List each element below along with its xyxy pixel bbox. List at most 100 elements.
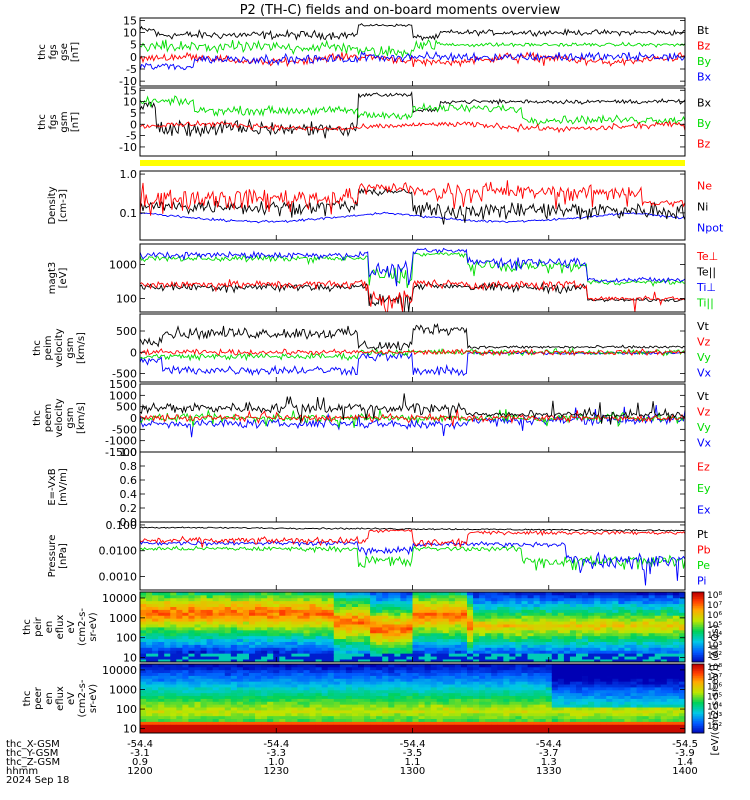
- spectrogram-cell: [515, 695, 522, 699]
- spectrogram-cell: [467, 675, 474, 679]
- spectrogram-cell: [582, 592, 589, 596]
- spectrogram-cell: [321, 603, 329, 607]
- spectrogram-cell: [497, 597, 504, 602]
- spectrogram-cell: [194, 666, 201, 671]
- spectrogram-cell: [503, 730, 510, 734]
- spectrogram-cell: [491, 707, 498, 711]
- spectrogram-cell: [539, 672, 547, 676]
- spectrogram-cell: [303, 629, 310, 634]
- spectrogram-cell: [158, 684, 165, 688]
- spectrogram-cell: [388, 627, 395, 631]
- spectrogram-cell: [509, 724, 516, 728]
- spectrogram-cell: [654, 621, 662, 625]
- spectrogram-cell: [527, 641, 535, 645]
- spectrogram-cell: [382, 635, 389, 640]
- spectrogram-cell: [285, 666, 292, 671]
- spectrogram-cell: [448, 618, 456, 622]
- spectrogram-cell: [261, 675, 268, 679]
- spectrogram-cell: [479, 730, 486, 734]
- spectrogram-cell: [448, 724, 456, 728]
- spectrogram-cell: [279, 684, 286, 688]
- spectrogram-cell: [382, 704, 389, 708]
- spectrogram-cell: [406, 689, 413, 694]
- colorbar-segment: [692, 682, 704, 686]
- spectrogram-cell: [406, 687, 413, 691]
- spectrogram-cell: [182, 632, 189, 637]
- spectrogram-cell: [333, 594, 341, 599]
- spectrogram-cell: [285, 612, 292, 616]
- spectrogram-cell: [303, 681, 310, 685]
- spectrogram-cell: [563, 715, 571, 720]
- spectrogram-cell: [533, 600, 541, 605]
- spectrogram-cell: [563, 675, 571, 679]
- spectrogram-cell: [430, 606, 438, 610]
- spectrogram-cell: [291, 641, 298, 645]
- spectrogram-cell: [267, 612, 274, 616]
- spectrogram-cell: [182, 606, 189, 610]
- spectrogram-cell: [436, 653, 444, 657]
- spectrogram-cell: [164, 721, 171, 725]
- spectrogram-cell: [515, 692, 522, 697]
- spectrogram-cell: [624, 698, 631, 702]
- spectrogram-cell: [158, 730, 165, 734]
- spectrogram-cell: [351, 629, 359, 634]
- spectrogram-cell: [345, 606, 353, 610]
- spectrogram-cell: [249, 629, 256, 634]
- y-tick-label: 10: [123, 652, 137, 665]
- colorbar-segment: [692, 696, 704, 699]
- spectrogram-cell: [418, 701, 426, 705]
- spectrogram-cell: [297, 638, 304, 642]
- spectrogram-cell: [394, 612, 401, 616]
- spectrogram-cell: [218, 689, 226, 694]
- spectrogram-cell: [218, 629, 226, 634]
- spectrogram-cell: [351, 635, 359, 640]
- spectrogram-cell: [442, 600, 450, 605]
- spectrogram-cell: [206, 653, 214, 657]
- spectrogram-cell: [491, 650, 498, 654]
- spectrogram-cell: [358, 632, 365, 637]
- spectrogram-cell: [218, 603, 226, 607]
- spectrogram-cell: [582, 687, 589, 691]
- spectrogram-cell: [467, 684, 474, 688]
- spectrogram-cell: [394, 609, 401, 613]
- spectrogram-cell: [273, 689, 280, 694]
- spectrogram-cell: [370, 698, 377, 702]
- spectrogram-cell: [255, 656, 262, 660]
- spectrogram-cell: [176, 715, 183, 720]
- spectrogram-cell: [479, 597, 486, 602]
- colorbar-segment: [692, 701, 704, 705]
- spectrogram-cell: [182, 627, 189, 631]
- spectrogram-cell: [672, 656, 680, 660]
- colorbar-segment: [692, 644, 704, 647]
- spectrogram-cell: [327, 664, 335, 668]
- spectrogram-cell: [600, 727, 607, 731]
- spectrogram-cell: [224, 701, 232, 705]
- spectrogram-cell: [412, 687, 419, 691]
- spectrogram-cell: [630, 675, 637, 679]
- colorbar-segment: [692, 632, 704, 635]
- spectrogram-cell: [267, 712, 274, 717]
- spectrogram-cell: [654, 721, 662, 725]
- spectrogram-cell: [382, 695, 389, 699]
- spectrogram-cell: [358, 600, 365, 605]
- spectrogram-cell: [170, 635, 177, 640]
- spectrogram-cell: [188, 664, 195, 668]
- spectrogram-cell: [291, 656, 298, 660]
- spectrogram-cell: [503, 621, 510, 625]
- spectrogram-cell: [224, 692, 232, 697]
- spectrogram-cell: [351, 666, 359, 671]
- spectrogram-cell: [412, 656, 419, 660]
- spectrogram-cell: [491, 692, 498, 697]
- colorbar-tick-label: 10⁸: [707, 663, 722, 673]
- spectrogram-cell: [624, 678, 631, 682]
- spectrogram-cell: [479, 681, 486, 685]
- spectrogram-cell: [230, 635, 238, 640]
- spectrogram-cell: [678, 718, 686, 722]
- spectrogram-cell: [152, 689, 159, 694]
- series-Vt: [139, 393, 686, 425]
- spectrogram-cell: [370, 692, 377, 697]
- spectrogram-cell: [497, 727, 504, 731]
- spectrogram-cell: [146, 615, 153, 619]
- spectrogram-cell: [624, 594, 631, 599]
- spectrogram-cell: [569, 689, 577, 694]
